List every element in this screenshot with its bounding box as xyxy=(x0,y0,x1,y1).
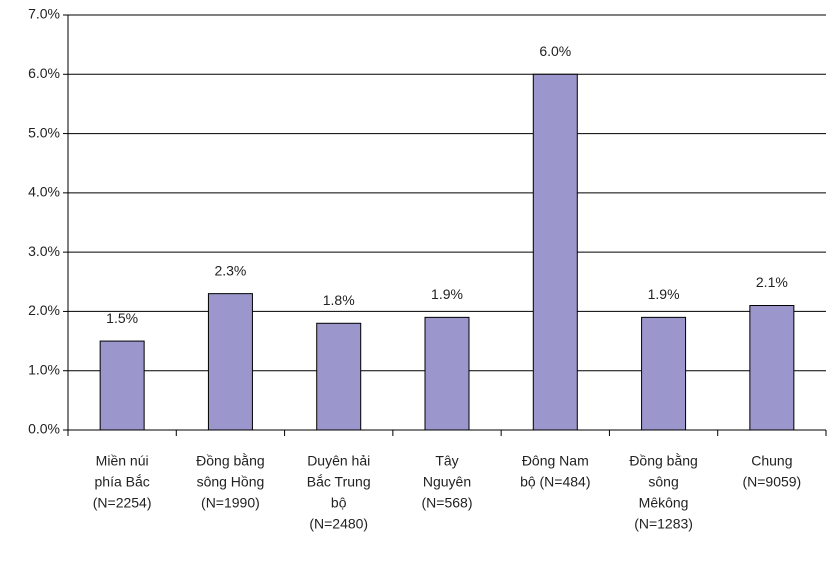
bar xyxy=(207,293,253,431)
bar xyxy=(316,322,362,431)
x-tick-label: Đông Nam xyxy=(522,453,589,469)
data-label: 2.1% xyxy=(756,274,788,290)
x-tick-label: (N=568) xyxy=(422,495,473,511)
x-tick-label: sông xyxy=(648,474,678,490)
x-tick-label: Miền núi xyxy=(96,453,149,469)
x-tick-label: Đồng bằng xyxy=(629,453,698,469)
y-tick-label: 4.0% xyxy=(28,184,60,200)
bar xyxy=(749,305,795,431)
x-tick-label: Đồng bằng xyxy=(196,453,265,469)
y-tick-label: 0.0% xyxy=(28,421,60,437)
x-tick-label: Duyên hải xyxy=(307,453,370,469)
data-label: 1.5% xyxy=(106,310,138,326)
data-label: 6.0% xyxy=(539,43,571,59)
x-tick-label: Mêkông xyxy=(639,495,689,511)
x-tick-label: Chung xyxy=(751,453,792,469)
y-tick-label: 3.0% xyxy=(28,243,60,259)
x-tick-label: (N=1283) xyxy=(634,516,693,532)
bar xyxy=(424,316,470,431)
x-tick-label: (N=2254) xyxy=(93,495,152,511)
y-tick-label: 1.0% xyxy=(28,361,60,377)
x-tick-label: bộ (N=484) xyxy=(520,474,590,490)
bar xyxy=(532,73,578,431)
x-tick-label: (N=9059) xyxy=(742,474,801,490)
data-label: 1.8% xyxy=(323,292,355,308)
y-tick-label: 2.0% xyxy=(28,302,60,318)
y-tick-label: 5.0% xyxy=(28,124,60,140)
x-tick-label: bộ xyxy=(331,495,347,511)
x-tick-label: Nguyên xyxy=(423,474,471,490)
x-tick-label: phía Bắc xyxy=(95,474,150,490)
x-tick-label: Tây xyxy=(435,453,458,469)
x-tick-label: Bắc Trung xyxy=(307,474,371,490)
data-label: 1.9% xyxy=(648,286,680,302)
bar xyxy=(641,316,687,431)
data-label: 2.3% xyxy=(214,262,246,278)
y-tick-label: 7.0% xyxy=(28,6,60,22)
x-tick-label: (N=2480) xyxy=(309,516,368,532)
y-tick-label: 6.0% xyxy=(28,65,60,81)
x-tick-label: sông Hồng xyxy=(197,474,265,490)
bar xyxy=(99,340,145,431)
data-label: 1.9% xyxy=(431,286,463,302)
x-tick-label: (N=1990) xyxy=(201,495,260,511)
